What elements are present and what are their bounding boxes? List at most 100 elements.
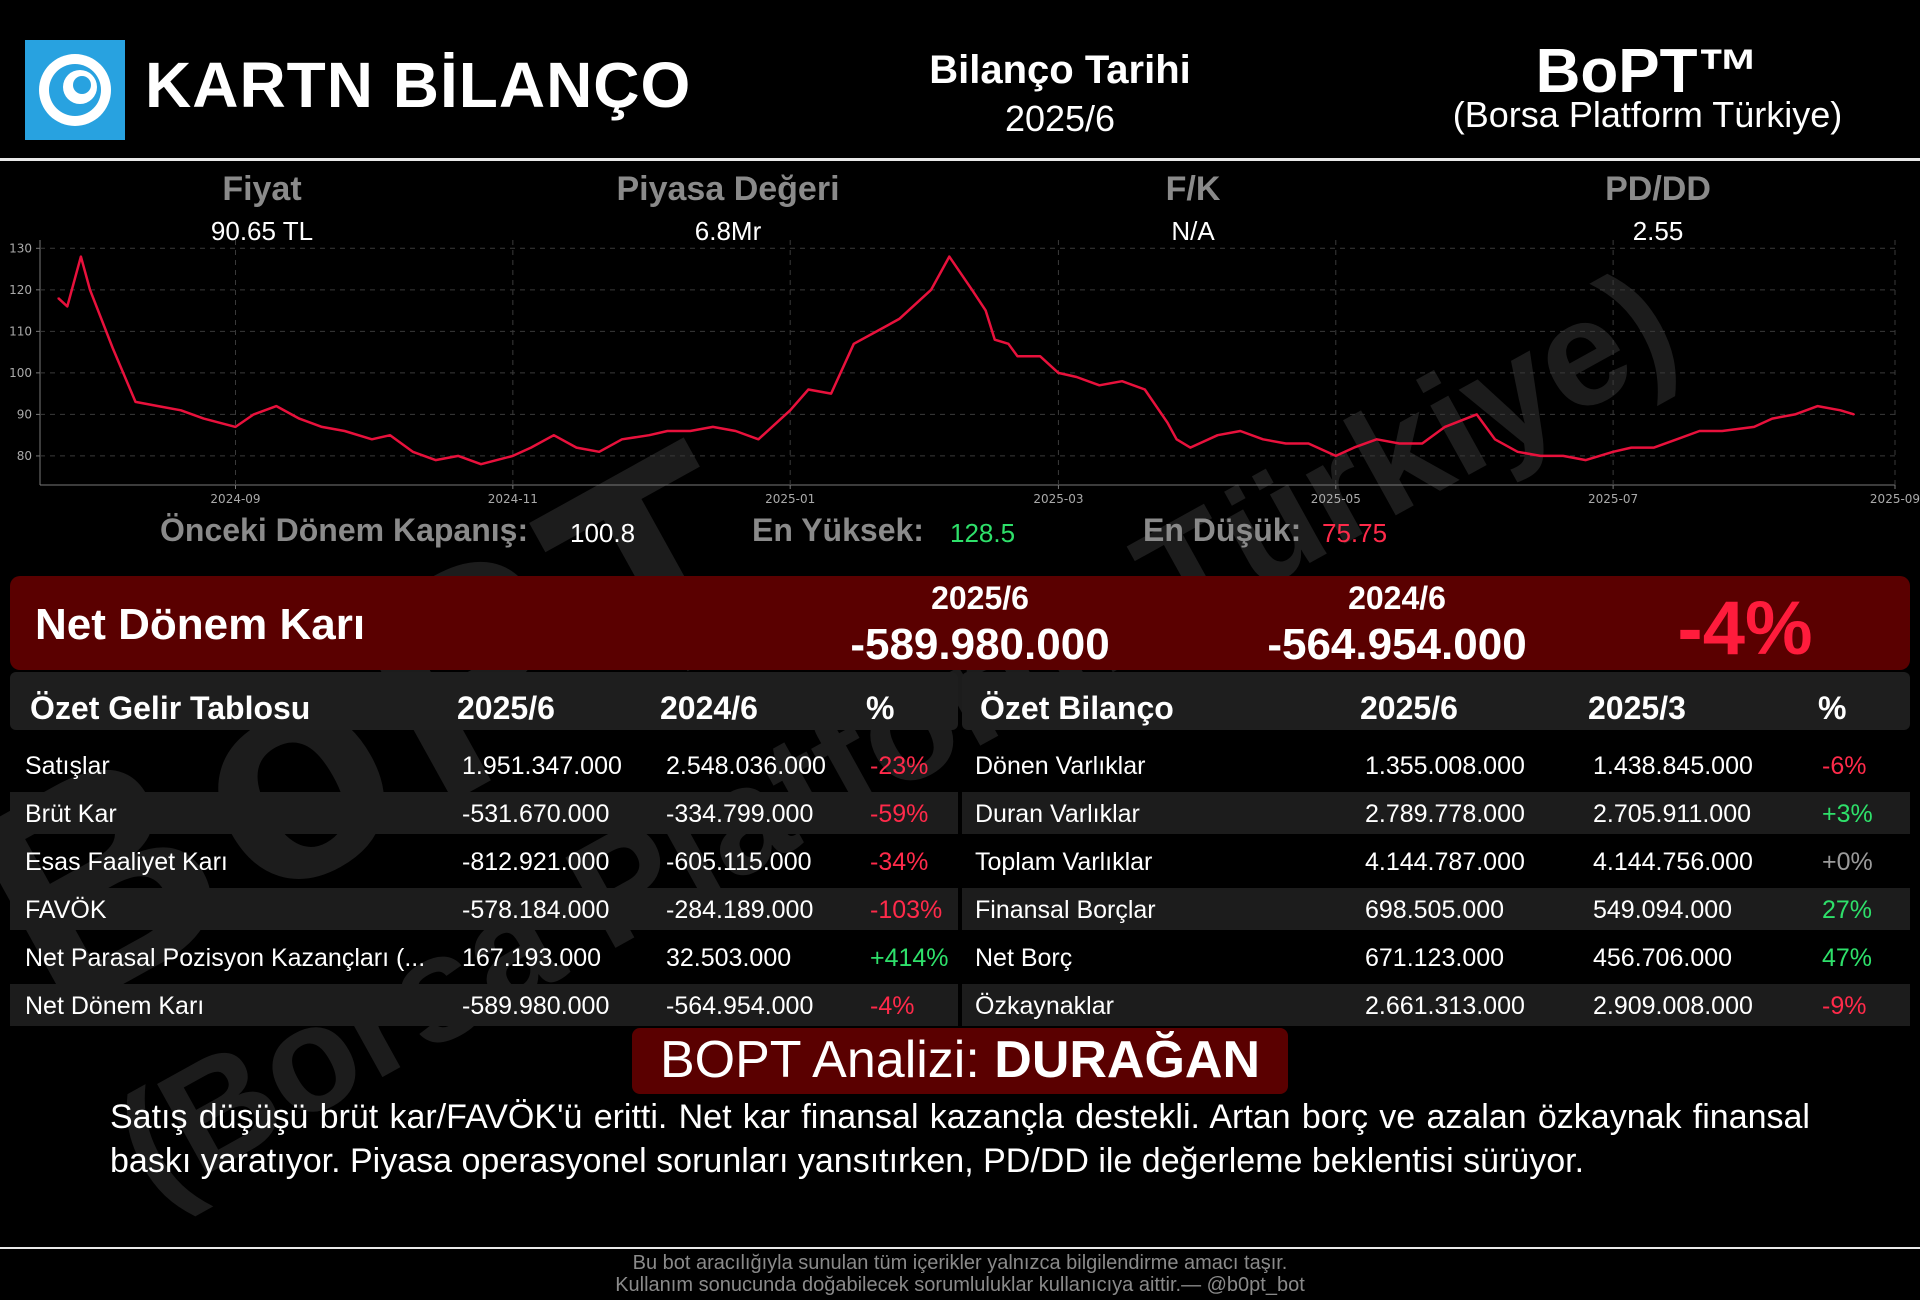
data-point <box>875 330 878 333</box>
row-value-2: -564.954.000 <box>666 992 814 1020</box>
balance-table-header <box>962 672 1910 730</box>
metric-value-pb: 2.55 <box>1632 216 1684 246</box>
row-pct: -4% <box>870 992 915 1020</box>
data-point <box>80 255 82 258</box>
data-point <box>666 430 669 432</box>
table-row: Finansal Borçlar 698.505.000 549.094.000… <box>962 888 1910 930</box>
row-name: Esas Faaliyet Karı <box>25 848 228 876</box>
y-tick-label: 120 <box>9 283 32 297</box>
row-value-1: 1.951.347.000 <box>462 752 622 780</box>
table-row: Net Parasal Pozisyon Kazançları (... 167… <box>10 936 958 978</box>
data-point <box>412 450 414 453</box>
data-point <box>1039 355 1042 358</box>
income-col-pct: % <box>866 690 895 726</box>
table-row: Net Dönem Karı -589.980.000 -564.954.000… <box>10 984 958 1026</box>
balance-date-label: Bilanço Tarihi <box>929 48 1191 92</box>
data-point <box>807 388 810 391</box>
data-point <box>1375 438 1378 441</box>
data-point <box>1121 380 1123 382</box>
table-row: Net Borç 671.123.000 456.706.000 47% <box>962 936 1910 978</box>
row-value-1: -812.921.000 <box>462 848 610 876</box>
data-point <box>389 434 391 436</box>
row-pct: +0% <box>1822 848 1873 876</box>
data-point <box>789 409 791 412</box>
net-profit-period-1: 2025/6 <box>931 580 1029 616</box>
data-point <box>712 426 714 428</box>
balance-col-1: 2025/6 <box>1360 690 1458 726</box>
data-point <box>1771 417 1774 420</box>
data-point <box>1239 430 1242 432</box>
data-point <box>1816 405 1819 407</box>
data-point <box>202 417 205 420</box>
table-row: Esas Faaliyet Karı -812.921.000 -605.115… <box>10 840 958 882</box>
data-point <box>1262 438 1264 441</box>
row-name: Net Borç <box>975 944 1073 972</box>
data-point <box>1721 430 1724 432</box>
balance-table-title: Özet Bilanço <box>980 690 1174 726</box>
brand-subtitle: (Borsa Platform Türkiye) <box>1452 94 1843 135</box>
data-point <box>1630 446 1633 449</box>
data-point <box>1612 450 1614 453</box>
row-value-2: 2.548.036.000 <box>666 752 826 780</box>
data-point <box>1585 459 1587 461</box>
table-row: Özkaynaklar 2.661.313.000 2.909.008.000 … <box>962 984 1910 1026</box>
data-point <box>1653 446 1655 449</box>
data-point <box>830 392 832 395</box>
data-point <box>930 289 932 291</box>
row-value-1: 1.355.008.000 <box>1365 752 1525 780</box>
data-point <box>971 289 973 291</box>
data-point <box>530 446 532 449</box>
row-pct: 47% <box>1822 944 1873 972</box>
row-value-2: 32.503.000 <box>666 944 792 972</box>
data-point <box>1421 442 1423 445</box>
disclaimer-line-2: Kullanım sonucunda doğabilecek sorumlulu… <box>615 1274 1305 1296</box>
x-tick-label: 2025-05 <box>1311 492 1361 506</box>
logo-icon <box>25 40 125 140</box>
table-row: Satışlar 1.951.347.000 2.548.036.000 -23… <box>10 744 958 786</box>
header-divider <box>0 158 1920 161</box>
metric-label-price: Fiyat <box>222 170 302 208</box>
row-name: Toplam Varlıklar <box>975 848 1153 876</box>
footer-divider <box>0 1247 1920 1249</box>
data-point <box>1098 384 1101 387</box>
data-point <box>648 434 651 436</box>
row-name: FAVÖK <box>25 896 107 924</box>
row-value-2: -605.115.000 <box>666 848 812 876</box>
row-value-2: 2.705.911.000 <box>1593 800 1752 828</box>
data-point <box>734 430 737 432</box>
row-pct: -59% <box>870 800 929 828</box>
x-tick-label: 2024-09 <box>210 492 260 506</box>
data-point <box>621 438 623 441</box>
data-point <box>1144 388 1146 391</box>
data-point <box>1475 413 1478 416</box>
analysis-badge <box>632 1028 1288 1094</box>
data-point <box>984 309 987 312</box>
net-profit-period-2: 2024/6 <box>1348 580 1446 616</box>
metric-value-price: 90.65 TL <box>210 216 314 246</box>
row-pct: +3% <box>1822 800 1873 828</box>
net-profit-value-2: -564.954.000 <box>1267 620 1527 669</box>
row-value-2: 2.909.008.000 <box>1593 992 1753 1020</box>
data-point <box>1353 446 1355 449</box>
data-point <box>180 409 182 412</box>
data-point <box>1334 455 1337 457</box>
row-value-1: 167.193.000 <box>462 944 602 972</box>
analysis-text: Satış düşüşü brüt kar/FAVÖK'ü eritti. Ne… <box>110 1098 1810 1180</box>
data-point <box>457 455 460 457</box>
income-col-2: 2024/6 <box>660 690 758 726</box>
low-label: En Düşük: <box>1143 512 1302 548</box>
data-point <box>757 438 760 441</box>
data-point <box>1675 438 1678 441</box>
metric-label-pb: PD/DD <box>1605 170 1711 208</box>
row-value-2: -334.799.000 <box>666 800 814 828</box>
row-name: Finansal Borçlar <box>975 896 1156 924</box>
prev-close-label: Önceki Dönem Kapanış: <box>160 512 529 548</box>
price-chart: 80 90 100 110 120 130 2024-09 2024-11 2025-01 202… <box>9 240 1920 506</box>
data-point <box>948 255 951 258</box>
high-value: 128.5 <box>950 518 1016 548</box>
data-point <box>1007 343 1010 345</box>
row-value-2: 1.438.845.000 <box>1593 752 1753 780</box>
balance-date: 2025/6 <box>1004 98 1116 139</box>
row-name: Brüt Kar <box>25 800 117 828</box>
row-pct: 27% <box>1822 896 1873 924</box>
